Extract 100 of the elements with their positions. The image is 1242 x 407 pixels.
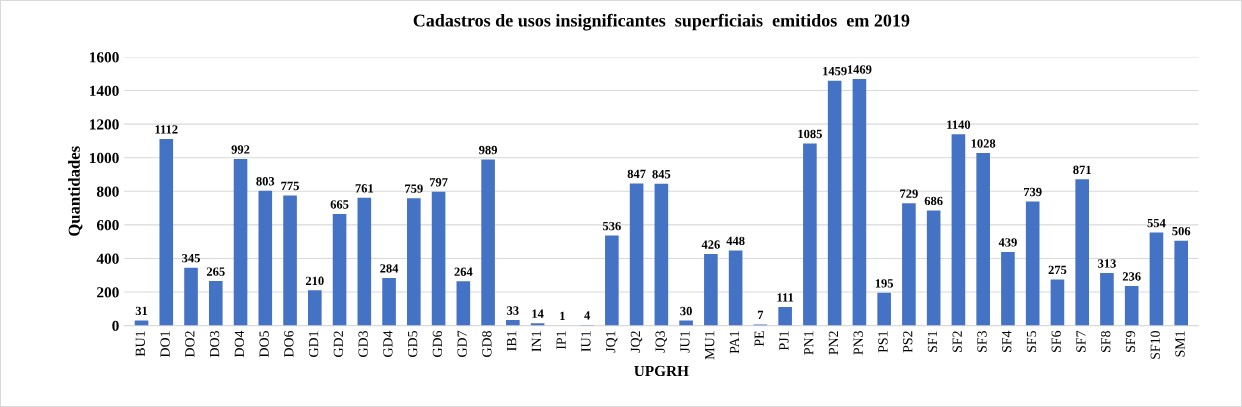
x-tick-label: PA1 <box>729 331 739 354</box>
bar <box>258 190 273 326</box>
data-label: 1 <box>560 311 565 320</box>
data-label: 265 <box>206 267 225 276</box>
x-tick-label: SF6 <box>1051 330 1061 352</box>
x-tick-label: JQ2 <box>630 331 643 353</box>
bar <box>654 183 669 326</box>
x-tick-label: DO6 <box>284 330 294 358</box>
y-axis-title: Quantidades <box>68 146 83 236</box>
bar <box>308 290 322 326</box>
x-tick-label: PN2 <box>828 331 838 355</box>
data-label: 554 <box>1147 218 1166 228</box>
x-tick-label: PN1 <box>804 331 814 355</box>
bar <box>407 198 421 326</box>
data-label: 236 <box>1122 272 1141 281</box>
data-label: 439 <box>998 238 1017 247</box>
y-tick-label: 600 <box>96 220 119 231</box>
bar <box>1050 279 1065 326</box>
x-tick-label: GD2 <box>333 331 344 357</box>
y-tick-label: 0 <box>112 320 119 332</box>
y-tick-label: 800 <box>96 186 119 197</box>
data-label: 775 <box>281 181 299 191</box>
x-tick-label: SF10 <box>1150 330 1160 359</box>
bar <box>481 159 495 326</box>
x-tick-label: GD8 <box>482 330 492 357</box>
data-label: 210 <box>305 276 324 286</box>
data-label: 30 <box>680 306 692 316</box>
x-tick-label: GD6 <box>432 330 443 357</box>
bar <box>976 153 990 326</box>
data-label: 426 <box>701 240 720 249</box>
data-label: 1469 <box>847 65 872 74</box>
y-tick-label: 1200 <box>90 119 119 130</box>
data-label: 729 <box>900 189 918 198</box>
bar <box>283 195 297 326</box>
y-tick-label: 1000 <box>90 152 119 164</box>
bar <box>357 197 372 326</box>
y-tick-label: 1600 <box>90 52 119 63</box>
x-tick-label: DO5 <box>259 331 269 358</box>
x-tick-label: MU1 <box>705 331 715 360</box>
x-tick-label: JQ3 <box>655 331 667 353</box>
bar <box>902 203 916 326</box>
bar <box>728 250 743 326</box>
bar <box>877 292 891 326</box>
x-tick-label: GD7 <box>457 330 467 357</box>
data-label: 264 <box>454 267 473 276</box>
data-label: 536 <box>602 221 621 231</box>
x-tick-label: PE <box>754 331 764 347</box>
x-tick-label: IN1 <box>531 331 541 352</box>
data-label: 759 <box>405 184 423 193</box>
bar <box>1001 251 1015 326</box>
bar <box>852 78 867 326</box>
bar <box>1100 273 1114 326</box>
data-label: 992 <box>231 145 250 154</box>
x-tick-label: SF9 <box>1125 331 1136 352</box>
data-label: 665 <box>330 200 349 209</box>
x-tick-label: SF5 <box>1026 331 1037 352</box>
bar <box>704 254 718 326</box>
bar <box>159 138 174 326</box>
data-label: 989 <box>479 145 498 155</box>
data-label: 448 <box>726 236 745 246</box>
data-label: 1459 <box>823 66 847 76</box>
data-label: 871 <box>1073 165 1091 175</box>
bar <box>951 134 966 326</box>
x-tick-label: GD1 <box>308 331 319 357</box>
bar <box>1025 201 1040 326</box>
data-label: 195 <box>875 279 894 288</box>
x-tick-label: IU1 <box>581 331 591 352</box>
y-tick-label: 1400 <box>90 85 119 97</box>
x-tick-label: GD3 <box>358 331 368 357</box>
data-label: 845 <box>652 169 671 179</box>
bar <box>926 210 941 326</box>
bar <box>134 320 149 326</box>
x-tick-label: GD5 <box>407 331 418 357</box>
data-label: 31 <box>135 306 148 316</box>
bar <box>1174 240 1189 326</box>
bar <box>629 183 644 326</box>
bar <box>208 281 223 326</box>
x-tick-label: PJ1 <box>779 331 789 351</box>
data-label: 506 <box>1172 226 1191 236</box>
x-tick-label: SM1 <box>1175 331 1185 357</box>
x-tick-label: SF7 <box>1076 330 1086 352</box>
bar <box>803 143 817 326</box>
x-tick-label: DO4 <box>234 330 245 358</box>
bar <box>605 235 619 326</box>
data-label: 313 <box>1098 259 1116 268</box>
data-label: 797 <box>429 178 448 187</box>
data-label: 284 <box>380 264 399 273</box>
x-tick-label: DO1 <box>160 331 170 358</box>
bar <box>332 213 347 326</box>
data-label: 847 <box>627 169 646 179</box>
bar <box>1075 179 1089 326</box>
data-label: 111 <box>777 293 794 302</box>
data-label: 1085 <box>798 129 822 139</box>
x-tick-label: PS1 <box>878 331 888 353</box>
bar <box>1124 285 1139 326</box>
data-label: 686 <box>924 196 943 206</box>
x-tick-label: SF2 <box>952 331 962 352</box>
x-tick-label: JU1 <box>680 331 690 353</box>
bar <box>382 277 396 326</box>
data-label: 275 <box>1048 265 1067 275</box>
